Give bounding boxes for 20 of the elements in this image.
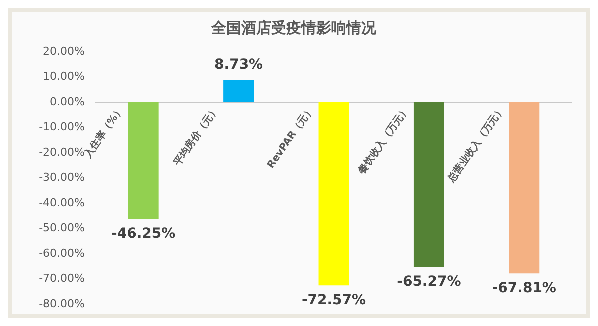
data-label: 8.73%	[214, 57, 264, 74]
y-tick-label: 10.00%	[43, 70, 85, 84]
data-label: -46.25%	[112, 226, 176, 242]
chart-title: 全国酒店受疫情影响情况	[210, 18, 378, 37]
y-tick-label: -50.00%	[39, 222, 85, 235]
x-tick-label: 总营业收入（万元）	[444, 104, 507, 186]
y-tick-label: 20.00%	[43, 44, 85, 58]
y-tick-label: -70.00%	[39, 272, 85, 286]
x-tick-label: 餐饮收入（万元）	[355, 104, 412, 178]
y-tick-label: -20.00%	[39, 146, 85, 159]
data-label: -67.81%	[492, 280, 556, 296]
y-tick-label: -30.00%	[39, 171, 85, 184]
y-tick-label: -40.00%	[39, 196, 85, 210]
y-tick-label: -80.00%	[39, 297, 85, 310]
y-tick-label: -60.00%	[39, 246, 85, 260]
y-tick-label: -10.00%	[39, 120, 85, 134]
x-tick-label: 平均房价（元）	[170, 104, 222, 170]
data-label: -72.57%	[302, 292, 366, 308]
y-tick-label: 0.00%	[50, 95, 85, 108]
data-label: -65.27%	[397, 274, 462, 290]
